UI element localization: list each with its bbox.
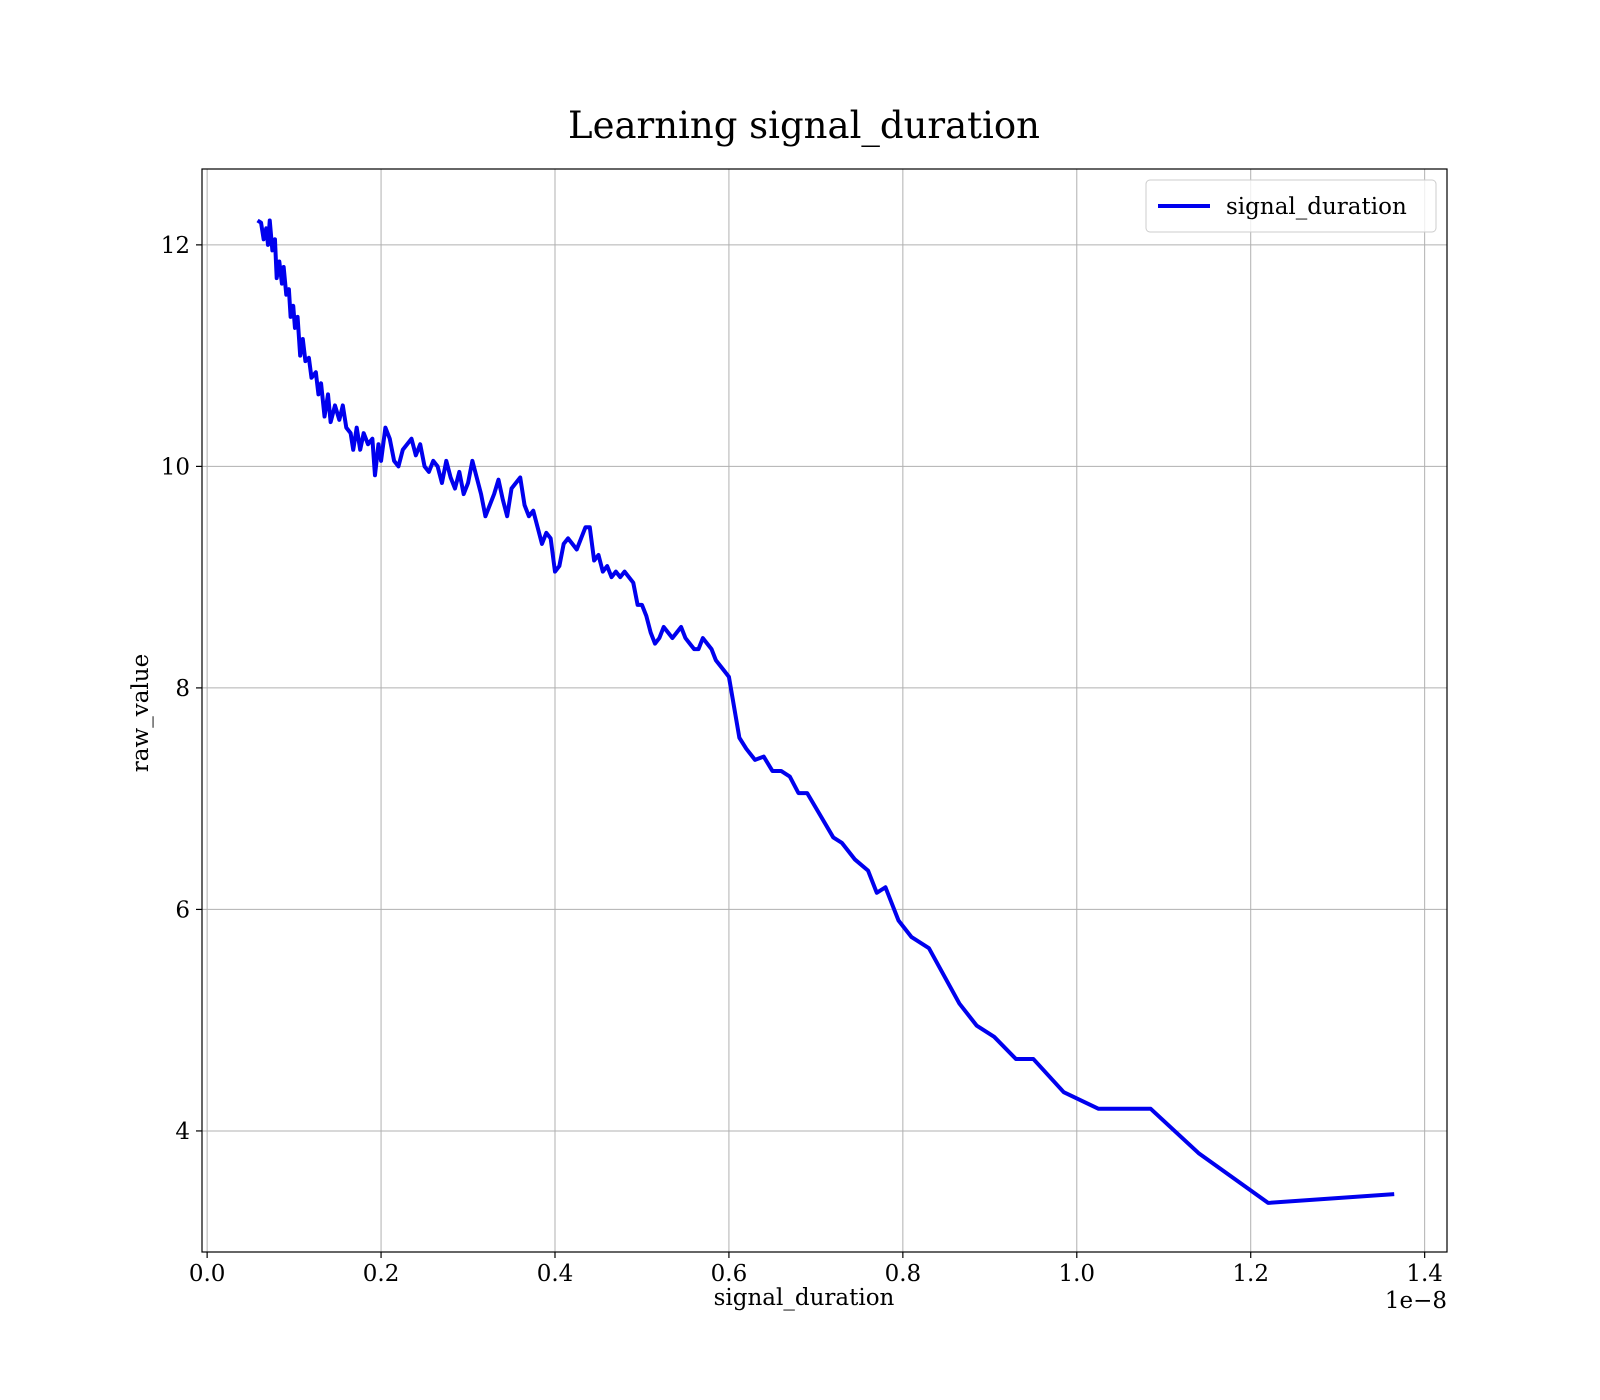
- y-tick-label: 8: [175, 676, 190, 702]
- x-tick-label: 0.0: [189, 1261, 226, 1287]
- x-tick-label: 1.4: [1406, 1261, 1443, 1287]
- legend-label: signal_duration: [1226, 194, 1407, 220]
- x-tick-label: 0.6: [711, 1261, 748, 1287]
- x-offset-label: 1e−8: [1385, 1288, 1447, 1314]
- y-tick-label: 10: [161, 454, 190, 480]
- x-tick-label: 1.0: [1058, 1261, 1095, 1287]
- data-line: [256, 218, 1395, 1205]
- legend-box: [1145, 179, 1437, 233]
- x-tick-label: 1.2: [1232, 1261, 1269, 1287]
- y-tick-label: 6: [175, 897, 190, 923]
- x-tick-label: 0.8: [885, 1261, 922, 1287]
- y-tick-label: 4: [175, 1119, 190, 1145]
- y-axis-label: raw_value: [128, 654, 154, 772]
- y-tick-label: 12: [161, 233, 190, 259]
- x-axis-label: signal_duration: [714, 1285, 895, 1311]
- chart-title: Learning signal_duration: [568, 104, 1040, 148]
- plot-frame: [201, 168, 1448, 1253]
- x-tick-label: 0.2: [363, 1261, 400, 1287]
- x-tick-label: 0.4: [537, 1261, 574, 1287]
